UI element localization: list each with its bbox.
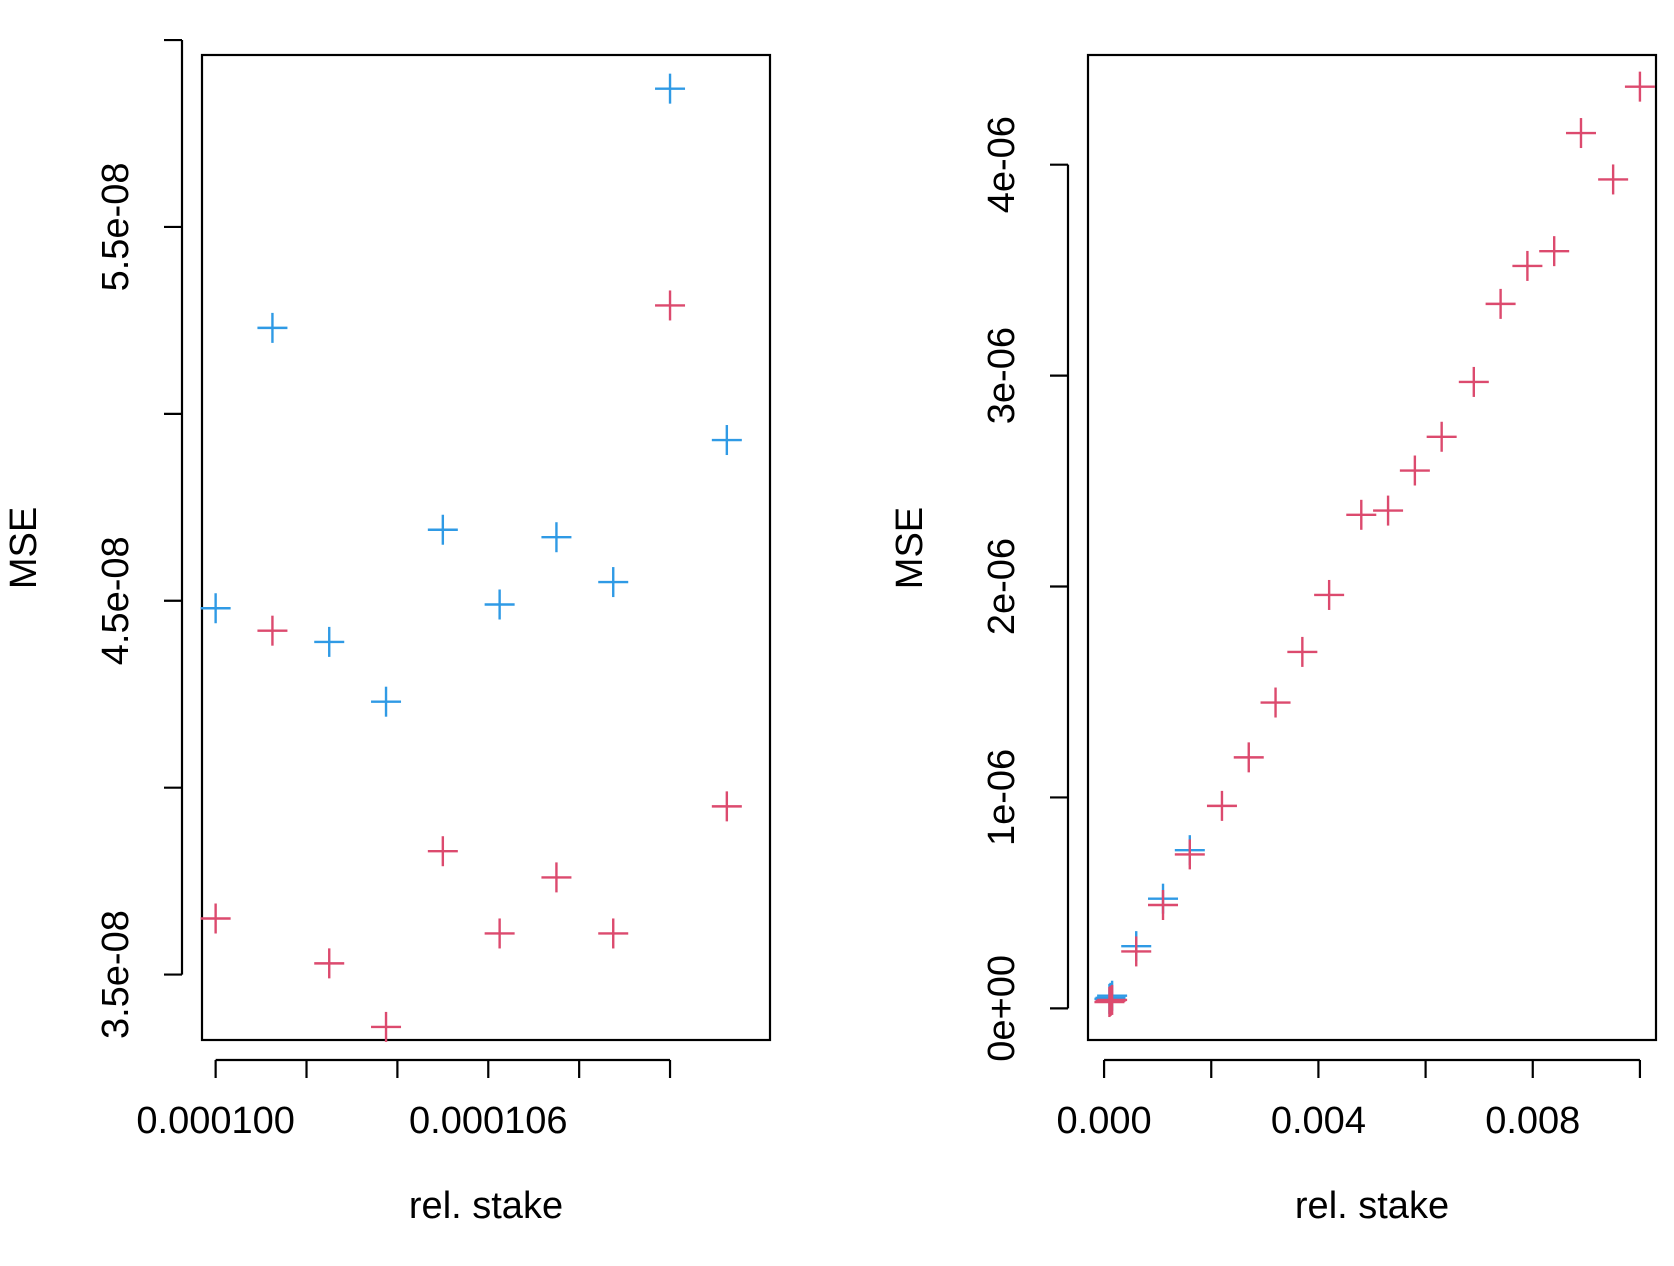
data-point (200, 593, 231, 624)
data-point (200, 903, 231, 934)
data-point (1148, 890, 1179, 921)
x-tick-label: 0.004 (1271, 1100, 1366, 1142)
data-point (711, 791, 742, 822)
data-point (1458, 366, 1489, 397)
data-point (655, 73, 686, 104)
x-tick-label: 0.008 (1485, 1100, 1580, 1142)
data-point (314, 948, 345, 979)
data-point (541, 862, 572, 893)
data-point (1121, 936, 1152, 967)
series-0 (200, 73, 742, 717)
data-point (314, 626, 345, 657)
data-point (1512, 250, 1543, 281)
data-point (598, 918, 629, 949)
y-tick-label: 4e-06 (981, 116, 1023, 213)
data-point (427, 836, 458, 867)
plot-frame (200, 53, 772, 1042)
y-tick-label: 3e-06 (981, 327, 1023, 424)
data-point (484, 918, 515, 949)
data-point (1346, 499, 1377, 530)
data-point (371, 686, 402, 717)
y-tick-label: 1e-06 (981, 749, 1023, 846)
data-point (1260, 687, 1291, 718)
y-axis-title: MSE (889, 507, 931, 589)
y-tick-label: 4.5e-08 (95, 536, 137, 665)
x-tick-label: 0.000100 (136, 1100, 295, 1142)
data-point (1174, 839, 1205, 870)
y-axis-title: MSE (3, 507, 45, 589)
data-point (1287, 636, 1318, 667)
y-tick-label: 5.5e-08 (95, 163, 137, 292)
data-point (257, 312, 288, 343)
y-tick-label: 0e+00 (981, 955, 1023, 1062)
data-point (598, 567, 629, 598)
data-point (257, 615, 288, 646)
data-point (1426, 421, 1457, 452)
y-tick-label: 2e-06 (981, 538, 1023, 635)
right-panel: 0.000 0.004 0.008 0e+00 1e-06 2e-06 3e-06 4e-06… (889, 53, 1658, 1227)
data-point (427, 514, 458, 545)
data-point (371, 1011, 402, 1042)
data-point (1233, 742, 1264, 773)
data-point (1565, 118, 1596, 149)
y-tick-label: 3.5e-08 (95, 910, 137, 1039)
left-panel: 0.000100 0.000106 3.5e-08 4.5e-08 5.5e-08 rel… (3, 38, 772, 1227)
x-axis-title: rel. stake (1295, 1185, 1449, 1227)
data-point (484, 589, 515, 620)
data-point (1373, 495, 1404, 526)
data-point (1624, 71, 1655, 102)
data-point (1206, 790, 1237, 821)
data-point (1485, 288, 1516, 319)
data-point (1314, 579, 1345, 610)
data-point (1097, 984, 1128, 1015)
data-point (655, 290, 686, 321)
series-1 (1094, 71, 1655, 1018)
data-point (1539, 236, 1570, 267)
data-point (1598, 164, 1629, 195)
data-point (541, 522, 572, 553)
x-axis-title: rel. stake (409, 1185, 563, 1227)
data-point (1399, 455, 1430, 486)
series-1 (200, 290, 742, 1042)
x-tick-label: 0.000106 (409, 1100, 568, 1142)
x-tick-label: 0.000 (1057, 1100, 1152, 1142)
data-point (711, 425, 742, 456)
plot-frame (1086, 53, 1658, 1042)
